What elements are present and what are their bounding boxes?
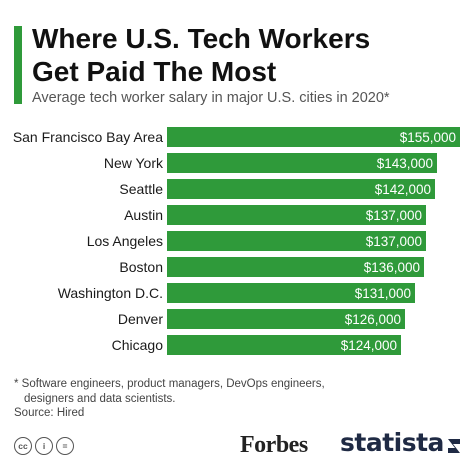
footnote: * Software engineers, product managers, …: [14, 377, 454, 406]
bar-value-label: $137,000: [366, 234, 422, 249]
category-label: Seattle: [119, 181, 163, 197]
license-icons: cc i =: [14, 437, 74, 455]
category-label: Los Angeles: [87, 233, 163, 249]
footnote-line-1: * Software engineers, product managers, …: [14, 378, 325, 390]
chart-title: Where U.S. Tech Workers Get Paid The Mos…: [32, 22, 462, 88]
category-label: Chicago: [112, 337, 164, 353]
category-label: San Francisco Bay Area: [13, 129, 163, 145]
bar: [167, 335, 401, 355]
bar-value-label: $126,000: [345, 312, 401, 327]
chart-subtitle: Average tech worker salary in major U.S.…: [32, 90, 390, 106]
bar: [167, 179, 435, 199]
category-label: New York: [104, 155, 164, 171]
statista-logo: statista: [340, 428, 444, 457]
bar-value-label: $142,000: [375, 182, 431, 197]
bar: [167, 257, 424, 277]
bar-value-label: $131,000: [355, 286, 411, 301]
bar: [167, 127, 460, 147]
footnote-line-2: designers and data scientists.: [24, 392, 176, 405]
bar-value-label: $137,000: [366, 208, 422, 223]
bar: [167, 205, 426, 225]
by-icon[interactable]: i: [35, 437, 53, 455]
cc-icon[interactable]: cc: [14, 437, 32, 455]
source-note: Source: Hired: [14, 407, 85, 419]
statista-mark-icon: [448, 439, 460, 453]
title-line-1: Where U.S. Tech Workers: [32, 23, 371, 54]
bar-value-label: $124,000: [341, 338, 397, 353]
category-label: Denver: [118, 311, 163, 327]
bar-value-label: $136,000: [364, 260, 420, 275]
bar: [167, 153, 437, 173]
nd-icon[interactable]: =: [56, 437, 74, 455]
forbes-logo: Forbes: [240, 432, 308, 458]
bar-value-label: $155,000: [400, 130, 456, 145]
bar: [167, 283, 415, 303]
bar-chart: San Francisco Bay Area $155,000 New York $1…: [13, 127, 460, 355]
title-accent-bar: [14, 26, 22, 104]
category-label: Austin: [124, 207, 163, 223]
bar: [167, 309, 405, 329]
title-line-2: Get Paid The Most: [32, 56, 277, 87]
bar-value-label: $143,000: [377, 156, 433, 171]
bar: [167, 231, 426, 251]
category-label: Washington D.C.: [58, 285, 163, 301]
category-label: Boston: [119, 259, 163, 275]
